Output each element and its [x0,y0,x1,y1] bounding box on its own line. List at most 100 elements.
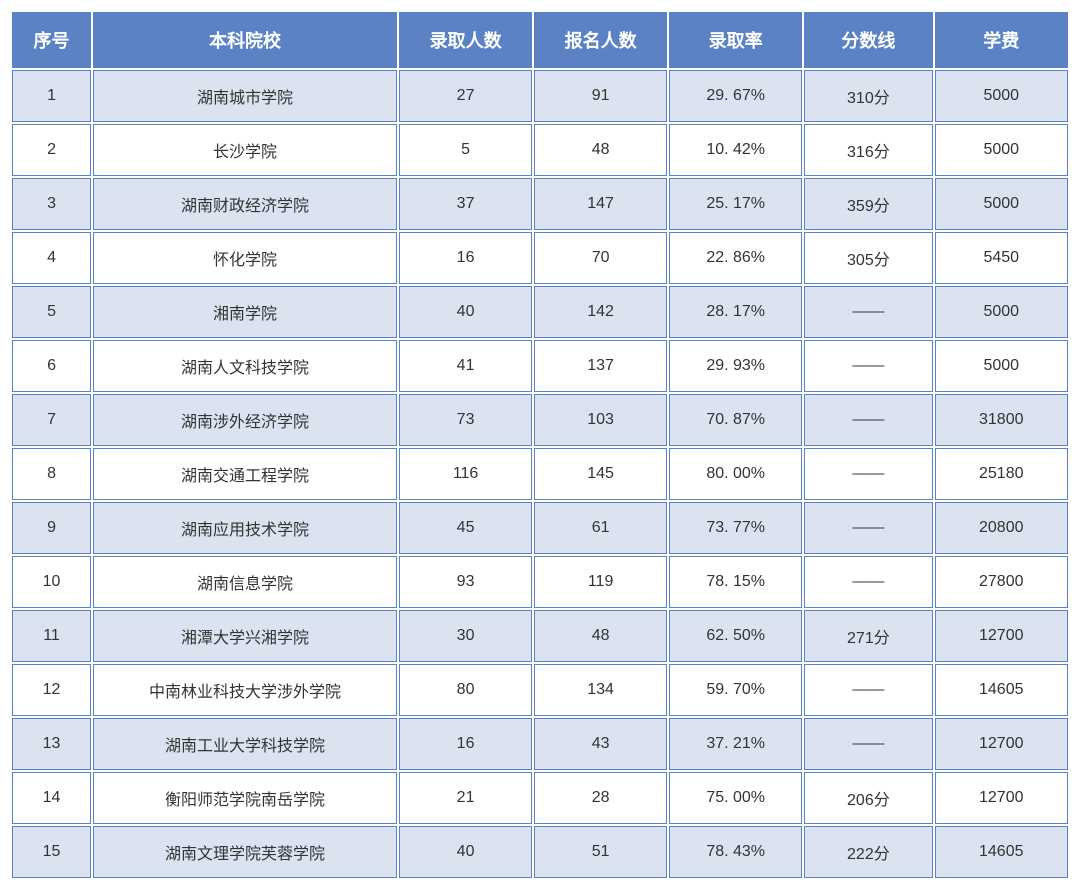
cell-applied: 28 [534,772,667,824]
cell-fee: 12700 [935,772,1069,824]
cell-seq: 15 [12,826,91,878]
cell-school: 长沙学院 [93,124,397,176]
cell-school: 湖南人文科技学院 [93,340,397,392]
cell-seq: 1 [12,70,91,122]
cell-admitted: 40 [399,286,532,338]
cell-seq: 13 [12,718,91,770]
table-row: 3湖南财政经济学院3714725. 17%359分5000 [12,178,1068,230]
cell-score: —— [804,664,932,716]
cell-fee: 20800 [935,502,1069,554]
cell-admitted: 116 [399,448,532,500]
table-row: 2长沙学院54810. 42%316分5000 [12,124,1068,176]
cell-admitted: 16 [399,232,532,284]
cell-score: 222分 [804,826,932,878]
cell-rate: 70. 87% [669,394,802,446]
cell-score: —— [804,340,932,392]
table-row: 5湘南学院4014228. 17%——5000 [12,286,1068,338]
cell-applied: 61 [534,502,667,554]
table-row: 7湖南涉外经济学院7310370. 87%——31800 [12,394,1068,446]
cell-score: 359分 [804,178,932,230]
table-row: 10湖南信息学院9311978. 15%——27800 [12,556,1068,608]
cell-seq: 14 [12,772,91,824]
cell-fee: 5000 [935,340,1069,392]
cell-school: 湖南信息学院 [93,556,397,608]
cell-school: 湖南城市学院 [93,70,397,122]
cell-admitted: 5 [399,124,532,176]
cell-admitted: 30 [399,610,532,662]
cell-rate: 37. 21% [669,718,802,770]
table-row: 8湖南交通工程学院11614580. 00%——25180 [12,448,1068,500]
cell-admitted: 45 [399,502,532,554]
cell-seq: 9 [12,502,91,554]
cell-rate: 78. 43% [669,826,802,878]
cell-applied: 103 [534,394,667,446]
cell-score: 206分 [804,772,932,824]
cell-score: 310分 [804,70,932,122]
cell-rate: 22. 86% [669,232,802,284]
cell-school: 湖南财政经济学院 [93,178,397,230]
cell-fee: 12700 [935,610,1069,662]
cell-rate: 62. 50% [669,610,802,662]
table-row: 13湖南工业大学科技学院164337. 21%——12700 [12,718,1068,770]
cell-rate: 80. 00% [669,448,802,500]
cell-admitted: 21 [399,772,532,824]
cell-seq: 2 [12,124,91,176]
table-body: 1湖南城市学院279129. 67%310分50002长沙学院54810. 42… [12,70,1068,878]
cell-admitted: 27 [399,70,532,122]
cell-score: 316分 [804,124,932,176]
cell-score: —— [804,502,932,554]
cell-rate: 29. 93% [669,340,802,392]
cell-school: 湘南学院 [93,286,397,338]
cell-applied: 137 [534,340,667,392]
cell-score: 271分 [804,610,932,662]
cell-fee: 12700 [935,718,1069,770]
cell-school: 湖南涉外经济学院 [93,394,397,446]
cell-school: 湖南工业大学科技学院 [93,718,397,770]
cell-rate: 59. 70% [669,664,802,716]
table-row: 11湘潭大学兴湘学院304862. 50%271分12700 [12,610,1068,662]
cell-score: 305分 [804,232,932,284]
col-header-school: 本科院校 [93,12,397,68]
cell-fee: 27800 [935,556,1069,608]
col-header-rate: 录取率 [669,12,802,68]
cell-applied: 51 [534,826,667,878]
cell-seq: 3 [12,178,91,230]
cell-rate: 75. 00% [669,772,802,824]
cell-fee: 14605 [935,826,1069,878]
col-header-admitted: 录取人数 [399,12,532,68]
table-row: 6湖南人文科技学院4113729. 93%——5000 [12,340,1068,392]
cell-fee: 31800 [935,394,1069,446]
cell-school: 湖南应用技术学院 [93,502,397,554]
cell-applied: 142 [534,286,667,338]
cell-school: 湖南文理学院芙蓉学院 [93,826,397,878]
table-row: 4怀化学院167022. 86%305分5450 [12,232,1068,284]
cell-school: 中南林业科技大学涉外学院 [93,664,397,716]
cell-admitted: 37 [399,178,532,230]
cell-rate: 78. 15% [669,556,802,608]
cell-applied: 48 [534,610,667,662]
cell-score: —— [804,286,932,338]
cell-admitted: 73 [399,394,532,446]
cell-seq: 10 [12,556,91,608]
cell-fee: 14605 [935,664,1069,716]
cell-fee: 5000 [935,70,1069,122]
cell-rate: 28. 17% [669,286,802,338]
cell-school: 怀化学院 [93,232,397,284]
cell-score: —— [804,556,932,608]
cell-applied: 43 [534,718,667,770]
cell-rate: 29. 67% [669,70,802,122]
cell-applied: 134 [534,664,667,716]
cell-score: —— [804,448,932,500]
cell-fee: 5000 [935,124,1069,176]
table-row: 14衡阳师范学院南岳学院212875. 00%206分12700 [12,772,1068,824]
cell-seq: 12 [12,664,91,716]
col-header-applied: 报名人数 [534,12,667,68]
cell-admitted: 40 [399,826,532,878]
cell-applied: 70 [534,232,667,284]
cell-seq: 6 [12,340,91,392]
cell-admitted: 80 [399,664,532,716]
cell-applied: 119 [534,556,667,608]
table-row: 9湖南应用技术学院456173. 77%——20800 [12,502,1068,554]
cell-seq: 11 [12,610,91,662]
table-header-row: 序号 本科院校 录取人数 报名人数 录取率 分数线 学费 [12,12,1068,68]
